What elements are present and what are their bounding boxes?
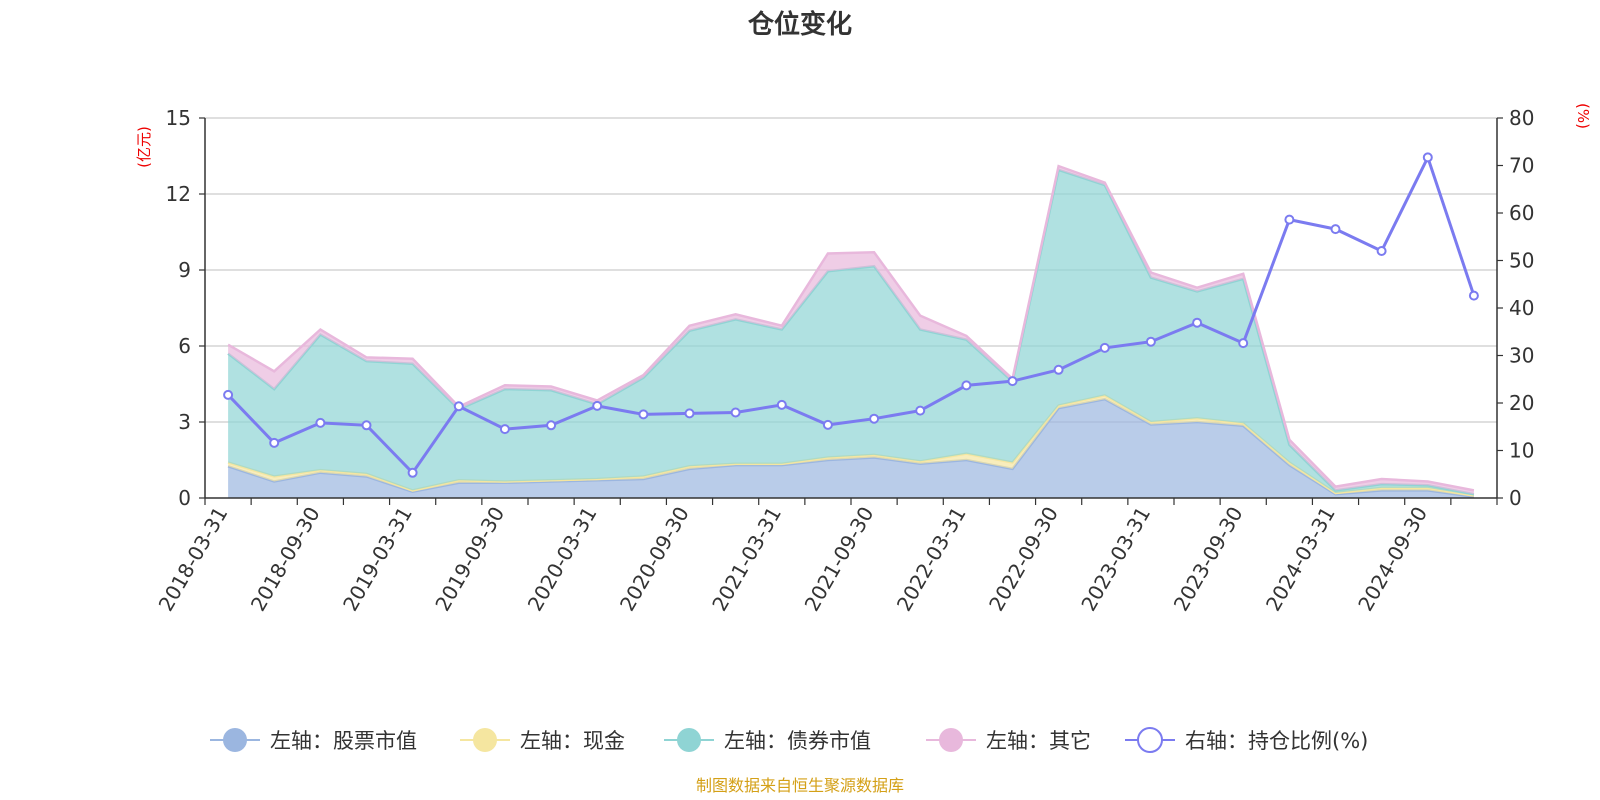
legend-label: 左轴：债券市值 — [724, 729, 871, 753]
x-axis-tick-label: 2019-03-31 — [338, 502, 417, 615]
right-axis-unit: (%) — [1574, 103, 1592, 129]
left-axis-tick-label: 15 — [166, 106, 191, 130]
ratio-point — [453, 401, 464, 412]
holding-ratio-line — [223, 152, 1479, 478]
right-axis-tick-label: 80 — [1509, 106, 1534, 130]
ratio-point — [269, 437, 280, 448]
ratio-point — [223, 389, 234, 400]
x-axis-tick-label: 2021-09-30 — [800, 503, 879, 616]
ratio-point — [1238, 338, 1249, 349]
legend-label: 左轴：其它 — [986, 729, 1091, 753]
ratio-point — [1376, 246, 1387, 256]
legend-label: 右轴：持仓比例(%) — [1185, 729, 1368, 753]
right-axis-tick-label: 0 — [1509, 486, 1522, 510]
x-axis-tick-label: 2019-09-30 — [430, 502, 509, 615]
ratio-point — [915, 405, 926, 416]
right-axis-tick-label: 50 — [1509, 249, 1534, 273]
ratio-point — [361, 420, 372, 431]
x-axis-tick-label: 2018-09-30 — [246, 503, 325, 616]
ratio-point — [869, 413, 880, 424]
ratio-point — [1007, 376, 1018, 387]
ratio-point — [1053, 364, 1064, 375]
right-axis-tick-label: 60 — [1509, 201, 1534, 225]
ratio-point — [1422, 152, 1433, 163]
legend-marker — [473, 728, 497, 752]
ratio-point — [776, 399, 787, 410]
left-axis-unit: (亿元) — [135, 126, 153, 168]
legend-marker — [1137, 727, 1163, 753]
area-series-edge-4 — [227, 164, 1475, 492]
ratio-point — [1330, 224, 1341, 235]
ratio-point — [1099, 342, 1110, 353]
left-axis-tick-label: 3 — [178, 410, 191, 434]
x-axis-tick-label: 2018-03-31 — [154, 503, 233, 616]
x-axis-tick-label: 2022-09-30 — [984, 502, 1063, 615]
legend-label: 左轴：股票市值 — [270, 729, 417, 753]
left-axis-tick-label: 0 — [178, 486, 191, 510]
ratio-point — [1145, 336, 1156, 347]
ratio-point — [638, 409, 649, 420]
right-axis-tick-label: 20 — [1509, 391, 1534, 415]
x-axis-tick-label: 2024-03-31 — [1261, 503, 1340, 616]
x-axis-tick-label: 2022-03-31 — [892, 503, 971, 616]
right-axis-tick-label: 40 — [1509, 296, 1534, 320]
legend-marker — [223, 728, 247, 752]
legend-label: 左轴：现金 — [520, 729, 625, 753]
legend-marker — [939, 728, 963, 752]
ratio-point — [730, 407, 741, 418]
x-axis-tick-label: 2024-09-30 — [1353, 503, 1432, 616]
right-axis-tick-label: 30 — [1509, 344, 1534, 368]
ratio-point — [315, 417, 326, 428]
x-axis-tick-label: 2021-03-31 — [707, 503, 786, 616]
ratio-point — [407, 467, 418, 478]
right-axis-tick-label: 10 — [1509, 439, 1534, 463]
ratio-line-path — [227, 153, 1476, 476]
ratio-point — [1468, 290, 1479, 301]
stacked-areas — [227, 164, 1475, 498]
x-axis-tick-label: 2020-09-30 — [615, 503, 694, 616]
source-note: 制图数据来自恒生聚源数据库 — [696, 776, 904, 795]
ratio-point — [684, 408, 695, 419]
ratio-point — [546, 420, 557, 431]
ratio-point — [499, 424, 510, 435]
legend-marker — [677, 728, 701, 752]
area-series-3 — [228, 169, 1474, 496]
x-axis-tick-label: 2023-09-30 — [1169, 502, 1248, 615]
right-axis-tick-label: 70 — [1509, 154, 1534, 178]
ratio-point — [1284, 214, 1295, 225]
left-axis-tick-label: 9 — [178, 258, 191, 282]
ratio-point — [961, 380, 972, 391]
left-axis-tick-label: 6 — [178, 334, 191, 358]
chart-title: 仓位变化 — [747, 9, 852, 40]
left-axis-tick-label: 12 — [166, 182, 191, 206]
ratio-point — [822, 419, 833, 430]
ratio-point — [592, 400, 603, 411]
x-axis-tick-label: 2023-03-31 — [1076, 502, 1155, 615]
ratio-point — [1192, 317, 1203, 328]
x-axis-tick-label: 2020-03-31 — [523, 502, 602, 615]
legend: 左轴：股票市值 左轴：现金 左轴：债券市值 左轴：其它 右轴：持仓比例(%) — [210, 727, 1368, 753]
